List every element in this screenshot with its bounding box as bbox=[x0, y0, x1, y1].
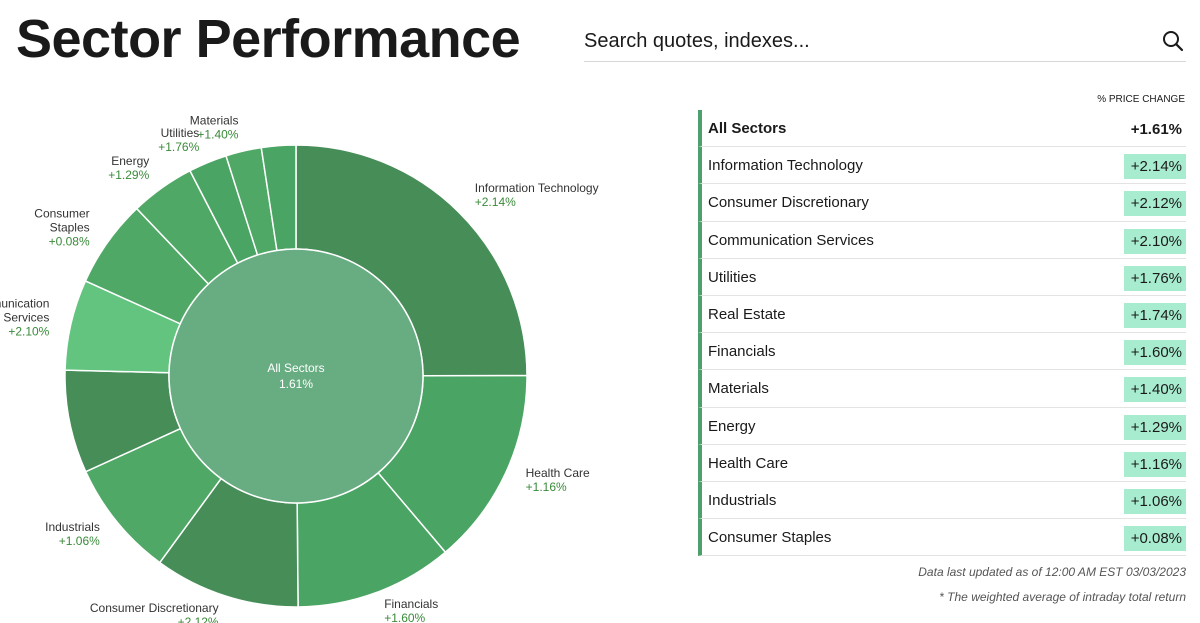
sector-name: Real Estate bbox=[708, 305, 786, 323]
page-title: Sector Performance bbox=[16, 9, 521, 69]
sector-name: Communication Services bbox=[708, 231, 874, 249]
segment-value: +1.76% bbox=[158, 140, 199, 154]
table-row[interactable]: Real Estate +1.74% bbox=[698, 295, 1186, 334]
segment-value: +1.40% bbox=[197, 128, 238, 142]
segment-label-line: Communication bbox=[0, 297, 49, 311]
segment-label: Industrials +1.06% bbox=[45, 520, 100, 548]
price-change-value: +2.12% bbox=[1124, 191, 1186, 217]
segment-label-line: Industrials bbox=[45, 520, 100, 534]
sector-name: All Sectors bbox=[708, 120, 787, 137]
sector-name: Utilities bbox=[708, 268, 757, 286]
center-value: 1.61% bbox=[279, 377, 313, 391]
table-row[interactable]: Consumer Staples +0.08% bbox=[698, 519, 1186, 557]
price-change-value: +0.08% bbox=[1124, 526, 1186, 552]
price-change-value: +1.40% bbox=[1124, 377, 1186, 403]
segment-label-line: Consumer bbox=[34, 207, 89, 221]
segment-value: +2.10% bbox=[8, 325, 49, 339]
sector-pie-chart: All Sectors 1.61% Information Technology… bbox=[0, 114, 599, 623]
segment-label: Energy +1.29% bbox=[108, 154, 149, 182]
segment-value: +0.08% bbox=[49, 235, 90, 249]
sector-name: Materials bbox=[708, 380, 769, 398]
segment-value: +1.16% bbox=[526, 480, 567, 494]
search-input[interactable] bbox=[584, 26, 1144, 56]
weighted-average-note: * The weighted average of intraday total… bbox=[939, 590, 1186, 604]
sector-name: Consumer Discretionary bbox=[708, 194, 869, 212]
sector-name: Health Care bbox=[708, 454, 789, 472]
segment-label-line: Staples bbox=[50, 221, 90, 235]
price-change-value: +1.06% bbox=[1124, 488, 1186, 514]
table-row[interactable]: Information Technology +2.14% bbox=[698, 147, 1186, 185]
table-row[interactable]: Health Care +1.16% bbox=[698, 444, 1186, 482]
segment-label: Consumer Staples +0.08% bbox=[34, 207, 90, 249]
center-circle-all-sectors[interactable] bbox=[168, 248, 424, 504]
last-updated-note: Data last updated as of 12:00 AM EST 03/… bbox=[918, 565, 1186, 579]
table-row[interactable]: Financials +1.60% bbox=[698, 333, 1186, 371]
search-icon[interactable] bbox=[1162, 30, 1184, 52]
price-change-value: +1.60% bbox=[1124, 340, 1186, 366]
segment-value: +2.12% bbox=[178, 615, 219, 623]
table-row[interactable]: Industrials +1.06% bbox=[698, 481, 1186, 520]
sector-name: Industrials bbox=[708, 491, 777, 509]
table-row[interactable]: Utilities +1.76% bbox=[698, 258, 1186, 296]
segment-label-line: Energy bbox=[111, 154, 149, 168]
table-row[interactable]: Energy +1.29% bbox=[698, 407, 1186, 445]
sector-name: Financials bbox=[708, 343, 776, 361]
sector-name: Consumer Staples bbox=[708, 529, 832, 547]
price-change-value: +1.16% bbox=[1124, 451, 1186, 477]
segment-label-line: Health Care bbox=[526, 466, 590, 480]
segment-value: +1.06% bbox=[59, 534, 100, 548]
segment-label: Utilities +1.76% bbox=[158, 126, 199, 154]
sector-name: Energy bbox=[708, 417, 756, 435]
price-change-value: +1.61% bbox=[1130, 121, 1182, 138]
segment-label-line: Utilities bbox=[161, 126, 200, 140]
segment-label-line: Information Technology bbox=[475, 181, 599, 195]
segment-value: +1.60% bbox=[384, 611, 425, 623]
segment-label-line: Materials bbox=[190, 114, 239, 128]
sector-name: Information Technology bbox=[708, 157, 863, 175]
search-bar bbox=[584, 22, 1186, 62]
price-change-value: +1.29% bbox=[1124, 414, 1186, 440]
table-row[interactable]: All Sectors +1.61% bbox=[698, 110, 1186, 148]
segment-label: Consumer Discretionary +2.12% bbox=[90, 601, 219, 623]
segment-label-line: Financials bbox=[384, 597, 438, 611]
segment-label: Information Technology +2.14% bbox=[475, 181, 599, 209]
sector-table: % PRICE CHANGE All Sectors +1.61% Informat… bbox=[698, 94, 1186, 557]
table-row[interactable]: Communication Services +2.10% bbox=[698, 221, 1186, 259]
segment-label: Materials +1.40% bbox=[190, 114, 239, 142]
segment-label-line: Services bbox=[3, 311, 49, 325]
segment-label-line: Consumer Discretionary bbox=[90, 601, 219, 615]
price-change-value: +1.74% bbox=[1124, 302, 1186, 328]
segment-value: +2.14% bbox=[475, 195, 516, 209]
table-row[interactable]: Materials +1.40% bbox=[698, 370, 1186, 408]
segment-label: Financials +1.60% bbox=[384, 597, 438, 623]
segment-label: Health Care +1.16% bbox=[526, 466, 590, 494]
center-label: All Sectors bbox=[267, 361, 324, 375]
table-row[interactable]: Consumer Discretionary +2.12% bbox=[698, 184, 1186, 222]
price-change-value: +2.14% bbox=[1124, 154, 1186, 180]
price-change-value: +1.76% bbox=[1124, 265, 1186, 291]
segment-value: +1.29% bbox=[108, 168, 149, 182]
column-header-price-change: % PRICE CHANGE bbox=[1097, 94, 1185, 105]
price-change-value: +2.10% bbox=[1124, 228, 1186, 254]
